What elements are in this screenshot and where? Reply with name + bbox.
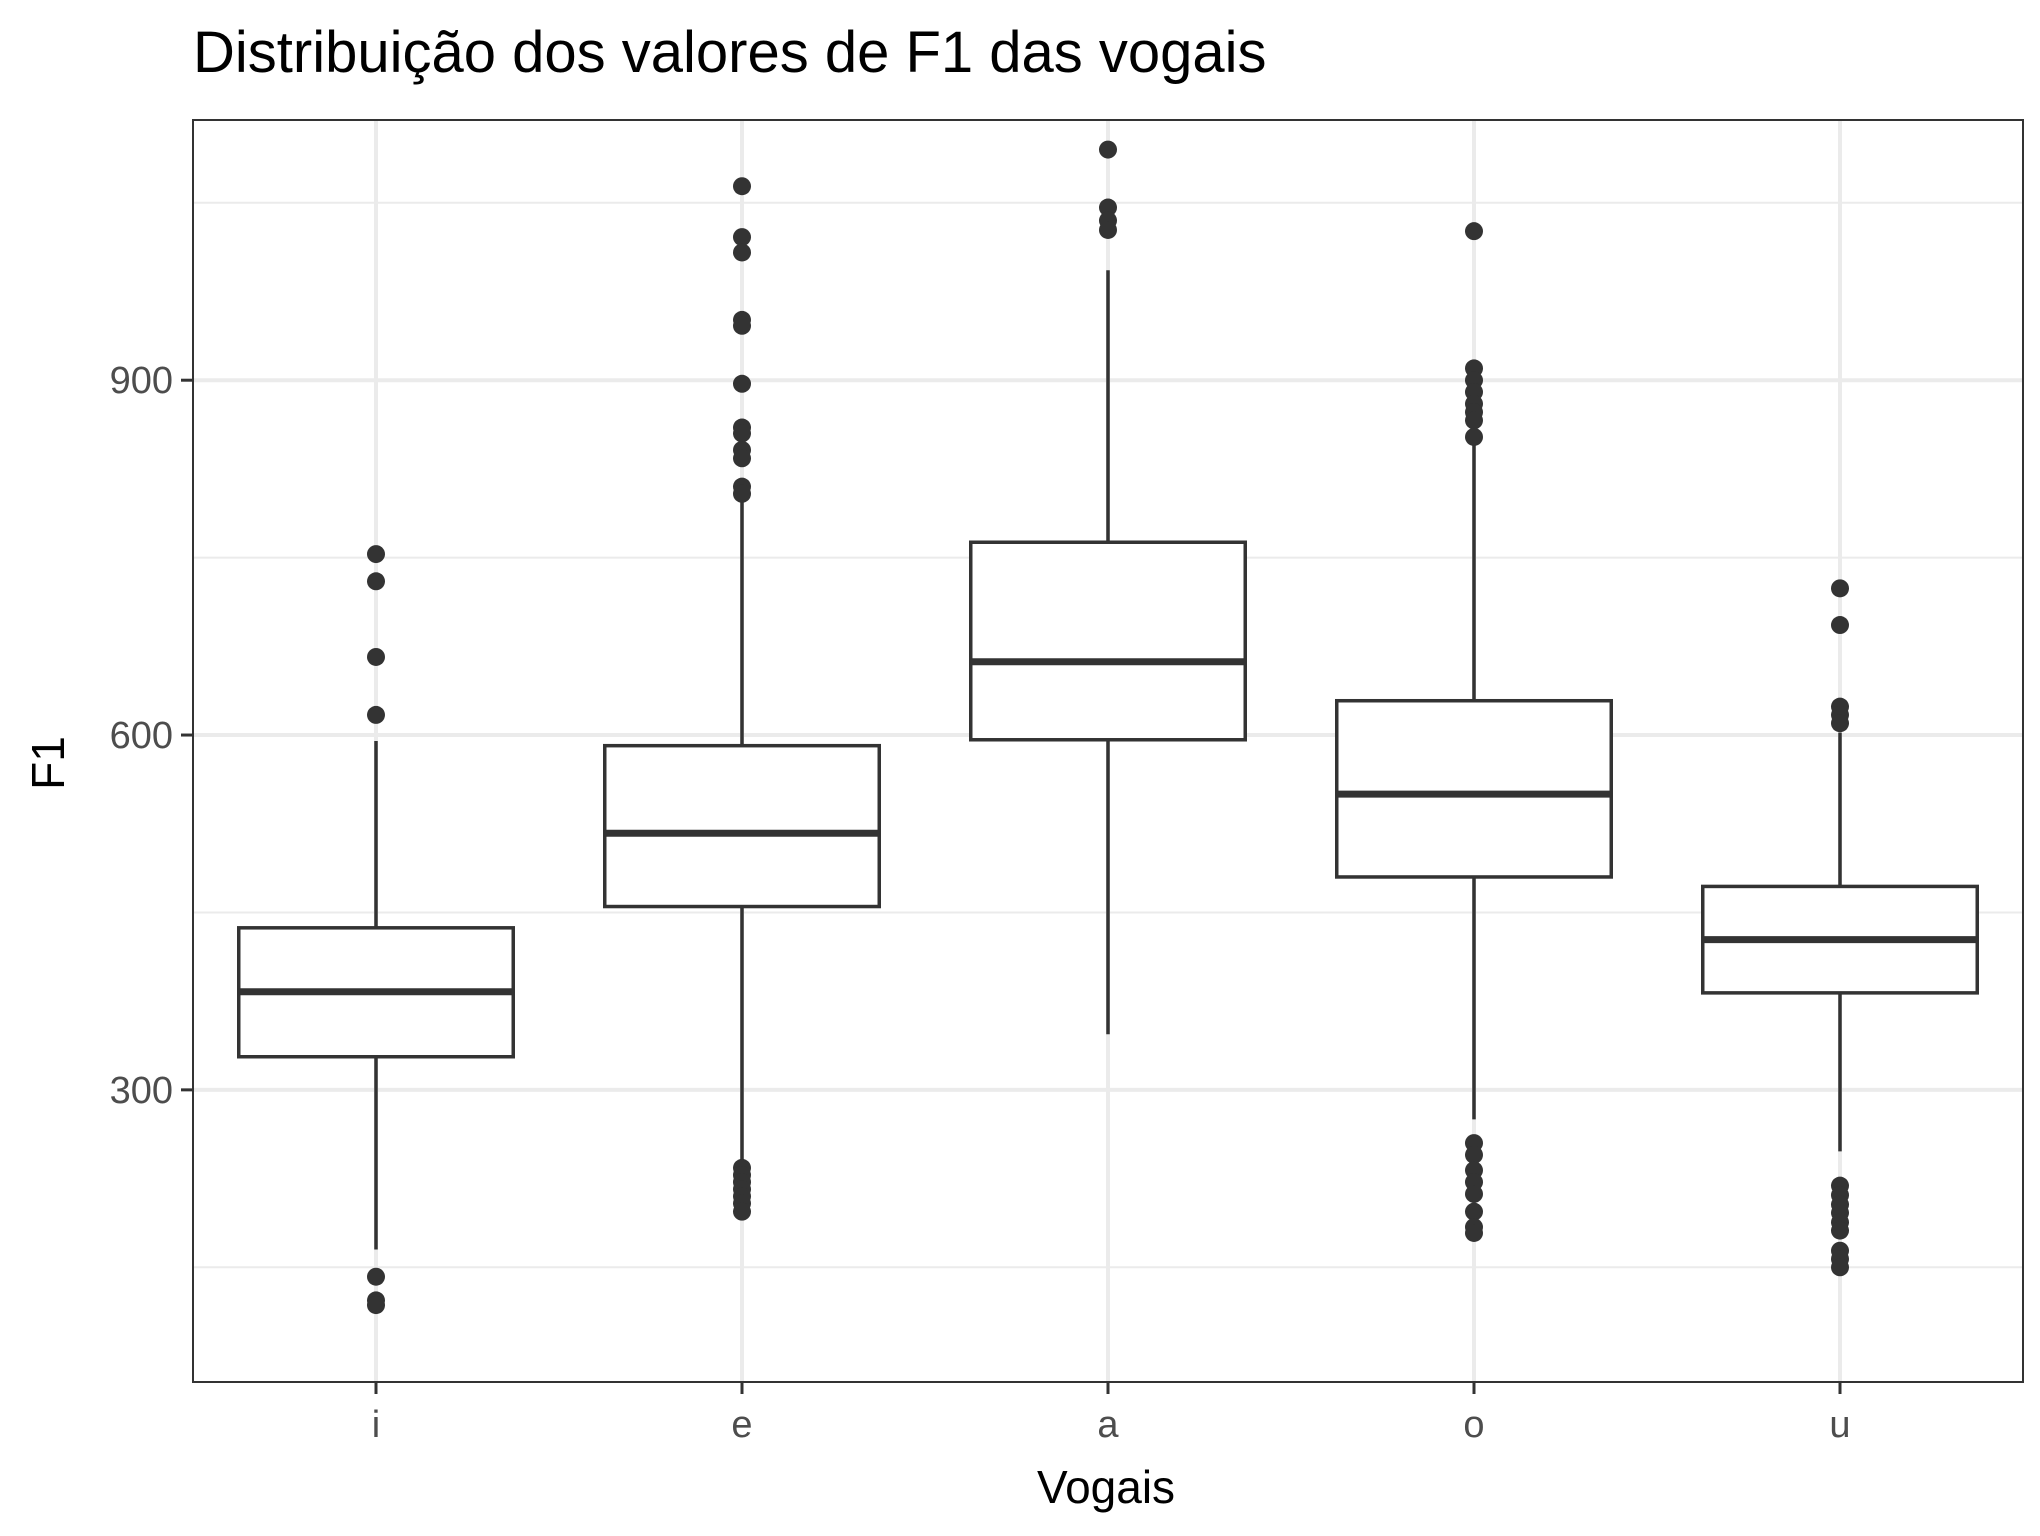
outlier-point: [1465, 222, 1483, 241]
outlier-point: [733, 316, 751, 335]
outlier-point: [1831, 616, 1849, 635]
outlier-point: [367, 1296, 385, 1315]
box-iqr: [603, 743, 881, 909]
outlier-point: [1099, 198, 1117, 217]
x-tick-label: a: [1097, 1404, 1119, 1446]
chart-title: Distribuição dos valores de F1 das vogai…: [193, 20, 1267, 85]
outlier-point: [1099, 140, 1117, 159]
outlier-point: [733, 1202, 751, 1221]
box-iqr: [969, 540, 1247, 742]
box-o: [1335, 222, 1613, 1242]
outlier-point: [1099, 220, 1117, 239]
box-iqr: [1335, 698, 1613, 879]
axes: 300 600 900 i e a o u: [110, 360, 1851, 1446]
x-tick-label: o: [1463, 1404, 1484, 1446]
boxes: [237, 140, 1979, 1315]
outlier-point: [367, 572, 385, 591]
outlier-point: [733, 449, 751, 468]
outlier-point: [733, 424, 751, 443]
outlier-point: [733, 374, 751, 393]
outlier-point: [1465, 1223, 1483, 1242]
outlier-point: [733, 177, 751, 196]
outlier-point: [1831, 579, 1849, 598]
box-u: [1701, 579, 1979, 1277]
outlier-point: [1465, 411, 1483, 430]
outlier-point: [1465, 427, 1483, 446]
box-e: [603, 177, 881, 1221]
outlier-point: [733, 484, 751, 503]
y-tick-label: 600: [110, 715, 173, 757]
outlier-point: [1831, 714, 1849, 733]
outlier-point: [367, 545, 385, 564]
x-tick-label: u: [1829, 1404, 1850, 1446]
outlier-point: [1465, 1145, 1483, 1164]
x-axis-title: Vogais: [1037, 1461, 1175, 1513]
outlier-point: [367, 1267, 385, 1286]
outlier-point: [1831, 1221, 1849, 1240]
box-a: [969, 140, 1247, 1035]
box-i: [237, 545, 515, 1315]
outlier-point: [1465, 1184, 1483, 1203]
x-tick-label: i: [372, 1404, 380, 1446]
outlier-point: [1465, 1202, 1483, 1221]
outlier-point: [367, 647, 385, 666]
outlier-point: [367, 705, 385, 724]
y-tick-label: 300: [110, 1070, 173, 1112]
outlier-point: [733, 228, 751, 247]
y-tick-label: 900: [110, 360, 173, 402]
outlier-point: [733, 243, 751, 262]
x-tick-label: e: [731, 1404, 752, 1446]
y-axis-title: F1: [22, 736, 74, 790]
outlier-point: [1831, 1258, 1849, 1277]
